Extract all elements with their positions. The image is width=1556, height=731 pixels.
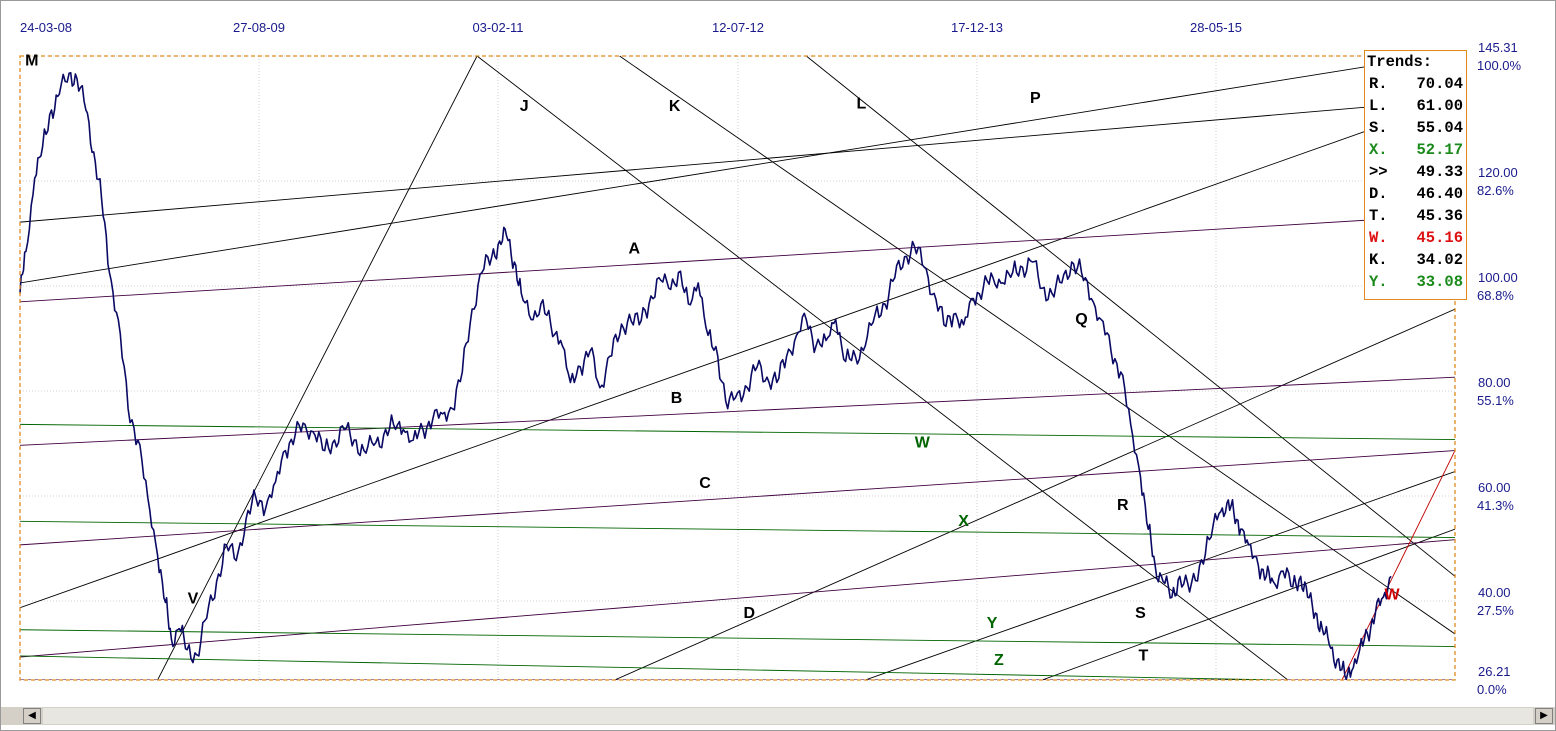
trend-line [157, 56, 478, 680]
x-tick-label: 17-12-13 [951, 20, 1003, 35]
scroll-left-button[interactable]: ◀ [23, 708, 41, 724]
trend-line [806, 56, 1455, 577]
trend-label-m: M [25, 52, 38, 69]
trend-lines [20, 56, 1455, 680]
trend-label-r: R [1117, 497, 1129, 514]
trend-label-a: A [629, 241, 641, 258]
trend-line [20, 629, 1455, 647]
trend-label-q: Q [1075, 311, 1087, 328]
plot-border [19, 55, 1456, 681]
trend-line [20, 520, 1455, 538]
trend-row-value: 55.04 [1416, 119, 1463, 137]
trend-line [20, 99, 1455, 223]
trend-line [20, 376, 1455, 446]
trend-line [20, 655, 1279, 680]
trend-label-y: Y [987, 615, 998, 632]
trend-row-label: >> [1369, 163, 1388, 181]
trend-row-value: 45.16 [1416, 229, 1463, 247]
y-tick-value: 100.00 [1478, 270, 1518, 285]
y-tick-value: 26.21 [1478, 664, 1511, 679]
price-chart: M J K L P A Q B W C R X V D S W Y T Z 24-03-08 27-08-09 03-02… [19, 20, 1522, 697]
trend-row-label: D. [1369, 185, 1388, 203]
trend-row-value: 49.33 [1416, 163, 1463, 181]
trend-line [476, 56, 1289, 680]
trend-line [1042, 528, 1455, 680]
trend-label-x: X [958, 513, 969, 530]
y-tick-value: 120.00 [1478, 165, 1518, 180]
trend-row-label: R. [1369, 75, 1388, 93]
trend-label-w: W [915, 434, 931, 451]
trend-row-label: K. [1369, 251, 1388, 269]
trend-label-z: Z [994, 652, 1004, 669]
trend-row-value: 46.40 [1416, 185, 1463, 203]
trends-title: Trends: [1367, 53, 1433, 71]
trend-line [20, 214, 1455, 303]
y-tick-value: 40.00 [1478, 585, 1511, 600]
trend-line [20, 539, 1455, 658]
y-tick-percent: 27.5% [1477, 603, 1514, 618]
trend-row-value: 33.08 [1416, 273, 1463, 291]
trend-label-d: D [744, 605, 756, 622]
chevron-left-icon: ◀ [28, 710, 36, 721]
trend-row-label: T. [1369, 207, 1388, 225]
scroll-right-button[interactable]: ▶ [1535, 708, 1553, 724]
trend-label-j: J [520, 98, 529, 115]
trend-row-label: L. [1369, 97, 1388, 115]
x-tick-label: 03-02-11 [472, 20, 523, 35]
trend-row-label: S. [1369, 119, 1388, 137]
chevron-right-icon: ▶ [1540, 710, 1548, 721]
x-tick-label: 28-05-15 [1190, 20, 1242, 35]
trend-row-value: 70.04 [1416, 75, 1463, 93]
trend-line [614, 308, 1455, 680]
y-tick-value: 60.00 [1478, 480, 1511, 495]
y-tick-percent: 55.1% [1477, 393, 1514, 408]
y-tick-percent: 41.3% [1477, 498, 1514, 513]
trend-label-p: P [1030, 90, 1041, 107]
y-tick-percent: 0.0% [1477, 682, 1507, 697]
trend-label-t: T [1139, 648, 1149, 665]
trend-row-label: X. [1369, 141, 1388, 159]
trend-row-value: 52.17 [1416, 141, 1463, 159]
y-tick-percent: 100.0% [1477, 58, 1522, 73]
trend-label-c: C [699, 475, 711, 492]
trend-label-v: V [188, 591, 199, 608]
trend-label-b: B [671, 390, 683, 407]
trend-label-k: K [669, 98, 681, 115]
y-tick-value: 80.00 [1478, 375, 1511, 390]
trend-row-value: 34.02 [1416, 251, 1463, 269]
trend-line [20, 56, 1436, 284]
price-series [19, 71, 1392, 680]
trend-row-label: W. [1369, 229, 1388, 247]
x-tick-label: 12-07-12 [712, 20, 764, 35]
y-tick-percent: 68.8% [1477, 288, 1514, 303]
trend-label-w: W [1385, 586, 1401, 603]
y-tick-value: 145.31 [1478, 40, 1518, 55]
trends-panel: Trends: R. 70.04 L. 61.00 S. 55.04 X. 52.17 >> 49… [1364, 50, 1467, 300]
trend-line [20, 99, 1455, 609]
y-tick-percent: 82.6% [1477, 183, 1514, 198]
trend-row-value: 61.00 [1416, 97, 1463, 115]
trend-line [619, 56, 1455, 635]
trend-row-label: Y. [1369, 273, 1388, 291]
trend-line [20, 450, 1455, 546]
x-tick-label: 24-03-08 [20, 20, 72, 35]
trend-line [20, 423, 1455, 441]
trend-label-s: S [1135, 605, 1146, 622]
scroll-track[interactable] [43, 708, 1533, 724]
x-tick-label: 27-08-09 [233, 20, 285, 35]
trend-row-value: 45.36 [1416, 207, 1463, 225]
trend-label-l: L [856, 95, 866, 112]
horizontal-scrollbar[interactable]: ◀ ▶ [1, 706, 1555, 725]
